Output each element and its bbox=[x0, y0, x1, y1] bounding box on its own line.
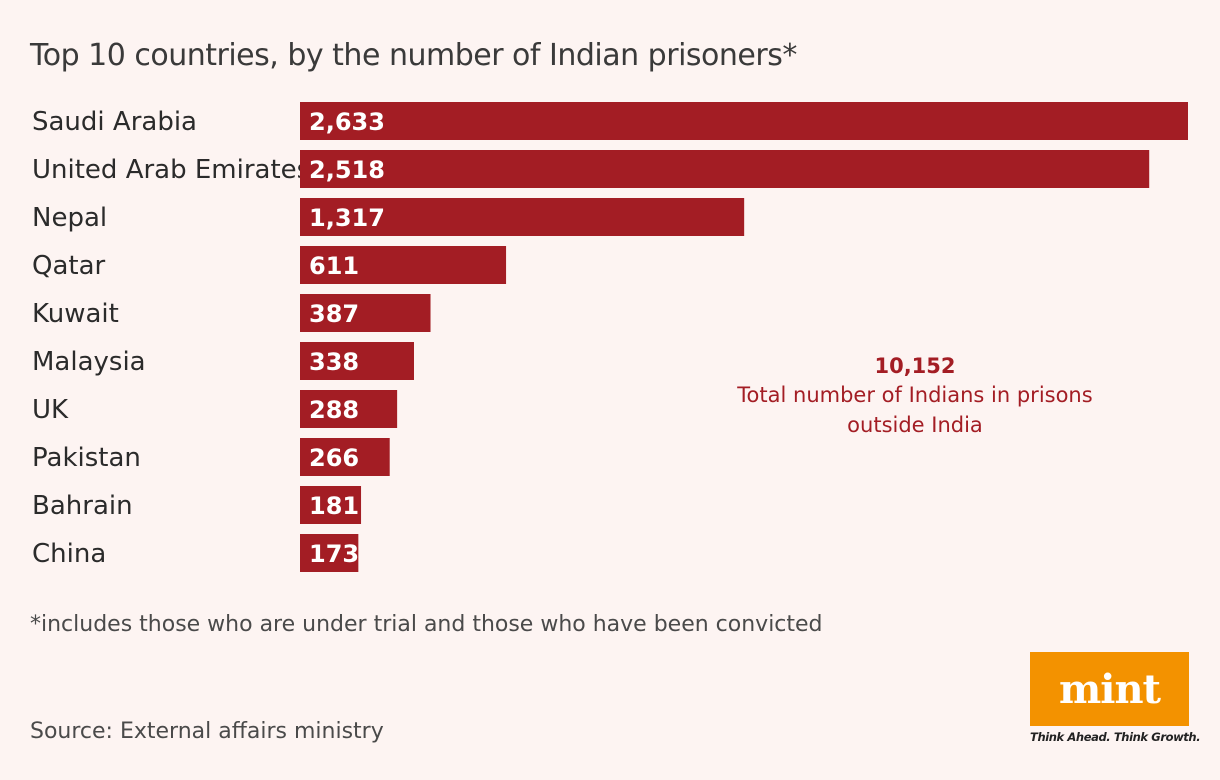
bar bbox=[300, 486, 362, 524]
bar bbox=[300, 150, 1150, 188]
bar-value-label: 173 bbox=[309, 540, 359, 568]
bar-value-label: 266 bbox=[309, 444, 359, 472]
category-label: Bahrain bbox=[32, 491, 133, 521]
category-label: Malaysia bbox=[32, 347, 146, 377]
bar bbox=[300, 342, 414, 380]
category-label: United Arab Emirates bbox=[32, 155, 310, 185]
bar bbox=[300, 198, 745, 236]
bar-value-label: 2,518 bbox=[309, 156, 385, 184]
bar bbox=[300, 534, 359, 572]
bar-value-label: 288 bbox=[309, 396, 359, 424]
bar bbox=[300, 390, 398, 428]
category-label: Qatar bbox=[32, 251, 106, 281]
category-label: Kuwait bbox=[32, 299, 119, 329]
logo-tagline: Think Ahead. Think Growth. bbox=[1030, 730, 1201, 744]
bar bbox=[300, 294, 431, 332]
chart-title: Top 10 countries, by the number of India… bbox=[30, 38, 797, 73]
source-note: Source: External affairs ministry bbox=[30, 719, 384, 744]
bar-value-label: 338 bbox=[309, 348, 359, 376]
category-label: Saudi Arabia bbox=[32, 107, 197, 137]
bar-value-label: 387 bbox=[309, 300, 359, 328]
total-label-line1: Total number of Indians in prisons bbox=[737, 383, 1093, 407]
category-label: Nepal bbox=[32, 203, 107, 233]
category-label: UK bbox=[32, 395, 69, 425]
bar-value-label: 611 bbox=[309, 252, 359, 280]
bar-value-label: 181 bbox=[309, 492, 359, 520]
bar-chart: Saudi Arabia 2,633 United Arab Emirates2,5… bbox=[32, 102, 1188, 572]
total-value: 10,152 bbox=[874, 354, 956, 378]
total-annotation: 10,152 Total number of Indians in prison… bbox=[720, 352, 1110, 440]
bar bbox=[300, 102, 1188, 140]
category-label: China bbox=[32, 539, 106, 569]
bar-value-label: 2,633 bbox=[309, 108, 385, 136]
bar bbox=[300, 246, 507, 284]
footnote: *includes those who are under trial and … bbox=[30, 612, 823, 637]
category-label: Pakistan bbox=[32, 443, 141, 473]
mint-logo: mint bbox=[1030, 652, 1189, 726]
logo-text: mint bbox=[1058, 665, 1161, 713]
bar-value-label: 1,317 bbox=[309, 204, 385, 232]
total-label-line2: outside India bbox=[847, 413, 983, 437]
bar bbox=[300, 438, 390, 476]
